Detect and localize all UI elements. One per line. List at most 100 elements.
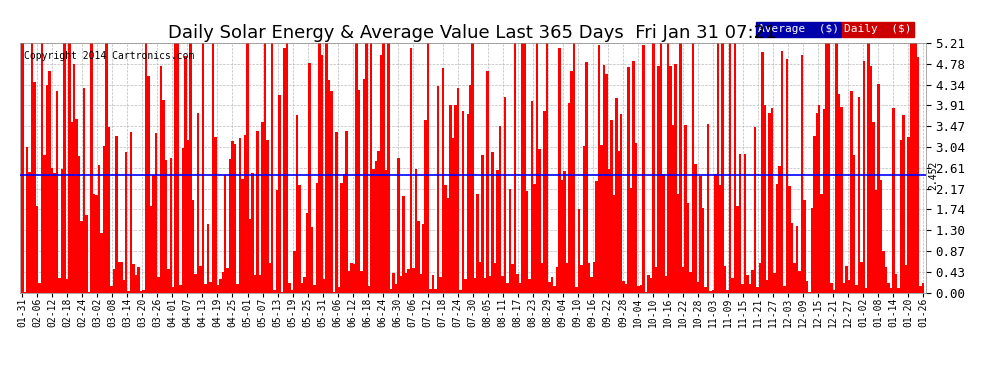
Bar (21, 43, 24, 292)
Bar (202, 43, 204, 292)
Bar (509, 189, 511, 292)
Bar (29, 172, 31, 292)
Bar (897, 288, 900, 292)
Bar (229, 159, 232, 292)
Bar (654, 267, 657, 292)
Bar (182, 148, 184, 292)
Bar (258, 276, 261, 292)
Bar (776, 184, 778, 292)
Bar (199, 266, 202, 292)
Bar (732, 278, 734, 292)
Bar (798, 271, 801, 292)
Bar (338, 287, 341, 292)
Bar (454, 105, 456, 292)
Bar (331, 92, 333, 292)
Bar (746, 275, 748, 292)
Bar (910, 43, 912, 292)
Bar (95, 195, 98, 292)
Bar (862, 62, 865, 292)
Bar (920, 286, 922, 292)
Bar (761, 52, 763, 292)
Bar (268, 263, 271, 292)
Bar (138, 267, 140, 292)
Bar (128, 291, 130, 292)
Bar (679, 43, 682, 292)
Bar (657, 66, 659, 292)
Bar (308, 63, 311, 292)
Bar (743, 154, 746, 292)
Bar (400, 276, 402, 292)
Bar (164, 160, 167, 292)
Bar (108, 127, 110, 292)
Bar (692, 43, 694, 292)
Bar (630, 188, 633, 292)
Bar (63, 43, 65, 292)
Bar (352, 264, 355, 292)
Bar (638, 286, 640, 292)
Bar (521, 43, 524, 292)
Bar (39, 284, 41, 292)
Bar (833, 290, 836, 292)
Bar (659, 43, 662, 292)
Bar (496, 170, 499, 292)
Bar (197, 113, 199, 292)
Bar (365, 43, 367, 292)
Bar (758, 263, 761, 292)
Text: Daily  ($): Daily ($) (844, 24, 912, 34)
Text: 2.452: 2.452 (929, 160, 939, 190)
Bar (313, 285, 316, 292)
Bar (504, 97, 506, 292)
Bar (456, 87, 459, 292)
Bar (432, 275, 435, 292)
Bar (392, 273, 395, 292)
Bar (748, 284, 751, 292)
Bar (541, 262, 544, 292)
Bar (841, 107, 842, 292)
Bar (739, 154, 742, 292)
Bar (263, 43, 266, 292)
Bar (553, 286, 555, 292)
Bar (850, 91, 852, 292)
Bar (316, 183, 318, 292)
Bar (600, 145, 603, 292)
Text: Average  ($): Average ($) (758, 24, 840, 34)
Bar (722, 43, 724, 292)
Bar (466, 114, 469, 292)
Bar (145, 43, 148, 292)
Bar (407, 269, 410, 292)
Bar (123, 280, 125, 292)
Bar (803, 200, 806, 292)
Bar (422, 224, 425, 292)
Bar (719, 185, 722, 292)
Bar (207, 224, 209, 292)
Bar (70, 122, 73, 292)
Bar (93, 194, 95, 292)
Bar (845, 266, 847, 292)
Bar (526, 190, 529, 292)
Text: Copyright 2014 Cartronics.com: Copyright 2014 Cartronics.com (25, 51, 195, 61)
Bar (65, 279, 68, 292)
Bar (113, 268, 115, 292)
Bar (610, 120, 613, 292)
Bar (620, 114, 623, 292)
Bar (568, 103, 570, 292)
Bar (357, 90, 360, 292)
Bar (628, 68, 630, 292)
Bar (838, 94, 841, 292)
Bar (217, 285, 219, 292)
Bar (224, 175, 227, 292)
Bar (704, 287, 707, 292)
Bar (625, 284, 628, 292)
Bar (486, 71, 489, 292)
Bar (855, 285, 857, 292)
Bar (306, 213, 308, 292)
Bar (756, 286, 758, 292)
Bar (125, 152, 128, 292)
Bar (635, 144, 638, 292)
Bar (737, 206, 739, 292)
Bar (85, 215, 88, 292)
Bar (288, 284, 291, 292)
Bar (437, 86, 440, 292)
Bar (615, 98, 618, 292)
Bar (481, 155, 484, 292)
